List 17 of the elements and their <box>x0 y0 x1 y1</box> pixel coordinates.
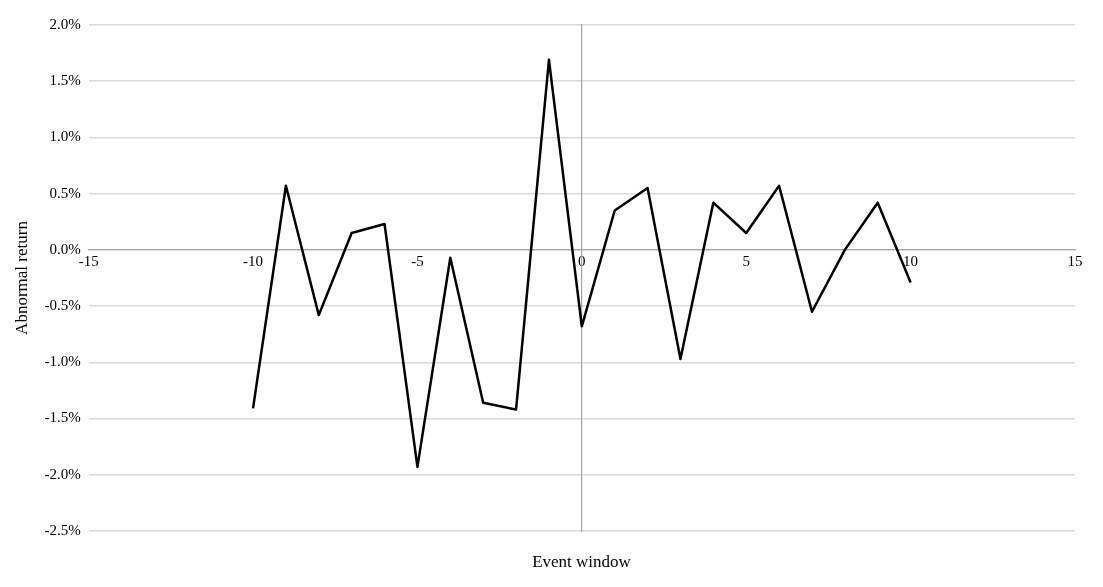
x-tick-label: 5 <box>742 252 750 269</box>
y-axis-title: Abnormal return <box>11 220 31 335</box>
y-tick-label: -2.0% <box>44 465 81 482</box>
y-tick-label: -1.0% <box>44 353 81 370</box>
y-tick-label: 1.5% <box>49 72 81 89</box>
y-tick-label: 0.0% <box>49 240 81 257</box>
y-tick-label: 2.0% <box>49 15 81 32</box>
y-tick-label: -1.5% <box>44 409 81 426</box>
y-tick-label: 0.5% <box>49 184 81 201</box>
x-tick-label: 10 <box>903 252 919 269</box>
x-tick-label: -10 <box>243 252 264 269</box>
x-tick-label: -5 <box>411 252 424 269</box>
y-tick-label: -2.5% <box>44 521 81 538</box>
x-tick-label: 15 <box>1067 252 1083 269</box>
x-axis-title: Event window <box>531 552 632 572</box>
y-tick-label: -0.5% <box>44 297 81 314</box>
y-tick-label: 1.0% <box>49 128 81 145</box>
